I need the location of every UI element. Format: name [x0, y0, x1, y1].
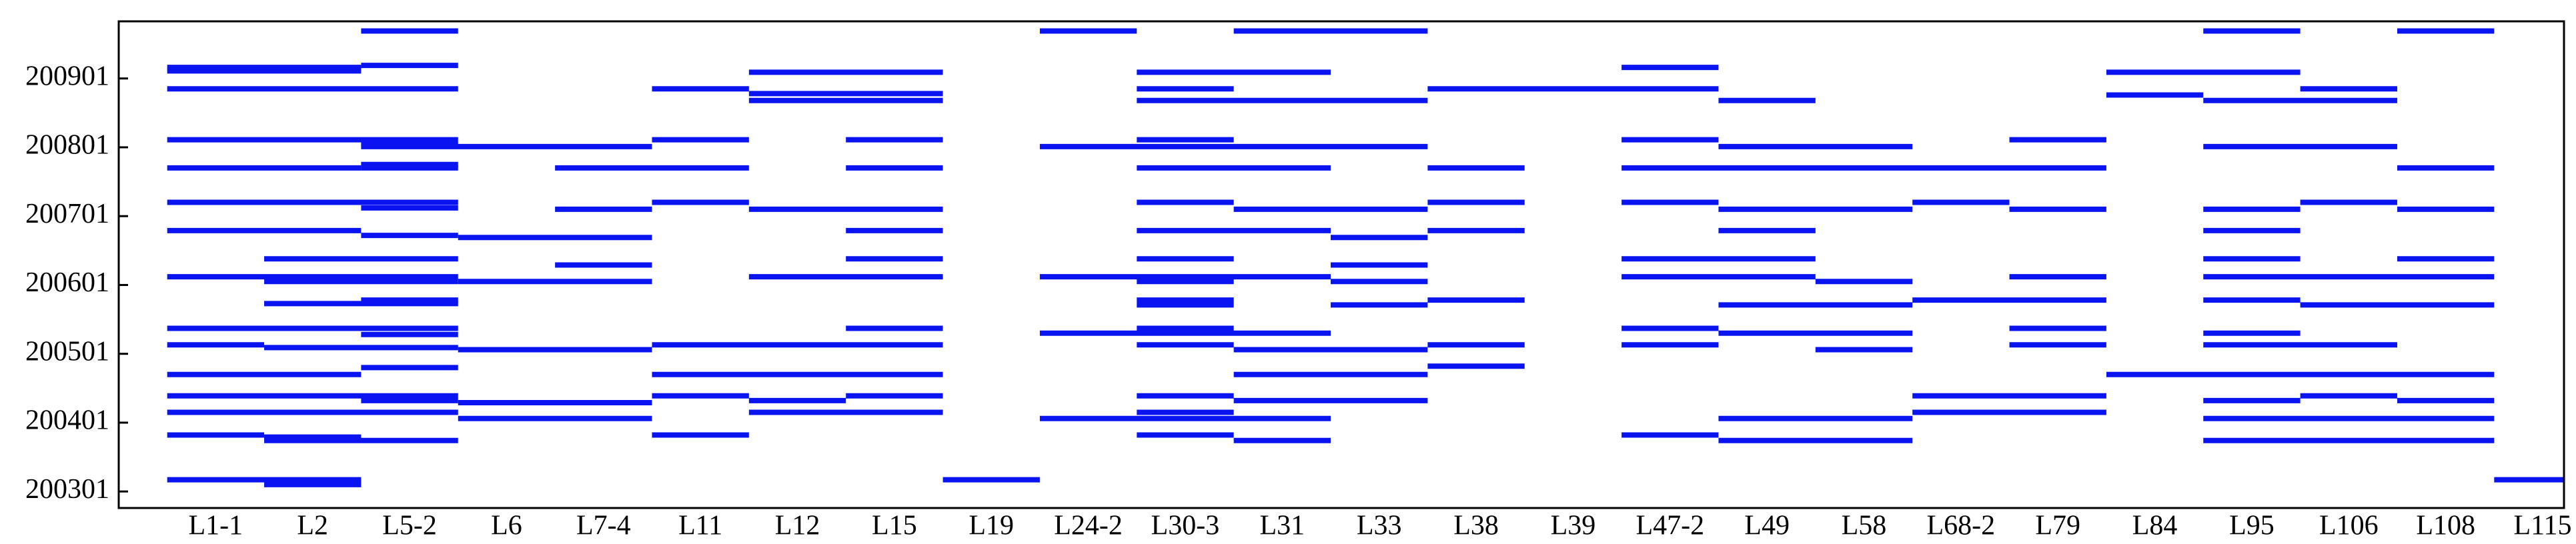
- x-tick-label: L33: [1357, 511, 1402, 541]
- x-tick-label: L11: [678, 511, 722, 541]
- y-tick-label: 200901: [25, 61, 109, 91]
- x-tick-label: L15: [872, 511, 917, 541]
- x-tick-label: L12: [775, 511, 820, 541]
- plot-area: [167, 28, 2564, 487]
- x-tick-label: L79: [2035, 511, 2080, 541]
- x-tick-label: L39: [1551, 511, 1596, 541]
- x-tick-label: L38: [1453, 511, 1499, 541]
- y-tick-label: 200601: [25, 267, 109, 298]
- x-tick-label: L68-2: [1927, 511, 1996, 541]
- x-tick-label: L1-1: [189, 511, 243, 541]
- x-tick-label: L108: [2416, 511, 2475, 541]
- x-tick-label: L30-3: [1151, 511, 1220, 541]
- x-tick-label: L31: [1260, 511, 1305, 541]
- y-tick-label: 200801: [25, 130, 109, 161]
- x-tick-label: L5-2: [382, 511, 437, 541]
- y-tick-label: 200701: [25, 199, 109, 229]
- x-tick-label: L95: [2229, 511, 2275, 541]
- y-tick-label: 200301: [25, 474, 109, 505]
- x-tick-label: L7-4: [576, 511, 631, 541]
- x-tick-label: L106: [2319, 511, 2379, 541]
- x-tick-label: L49: [1744, 511, 1790, 541]
- x-tick-label: L2: [297, 511, 328, 541]
- x-tick-label: L19: [969, 511, 1014, 541]
- x-tick-label: L58: [1842, 511, 1887, 541]
- x-tick-label: L6: [491, 511, 522, 541]
- y-tick-label: 200401: [25, 405, 109, 436]
- plot-frame: [117, 20, 2565, 509]
- x-tick-label: L24-2: [1054, 511, 1123, 541]
- x-tick-label: L84: [2132, 511, 2178, 541]
- x-tick-label: L115: [2513, 511, 2571, 541]
- x-tick-label: L47-2: [1636, 511, 1704, 541]
- y-tick-label: 200501: [25, 336, 109, 367]
